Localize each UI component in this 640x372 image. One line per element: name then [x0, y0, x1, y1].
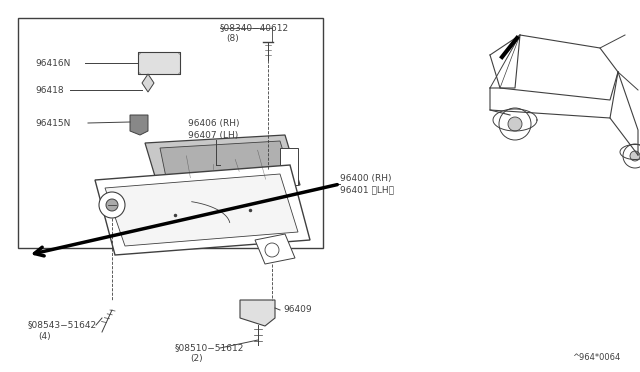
Polygon shape: [160, 141, 292, 187]
Text: (4): (4): [38, 333, 51, 341]
Text: 96409: 96409: [283, 305, 312, 314]
Text: (2): (2): [190, 353, 203, 362]
Text: ^964*0064: ^964*0064: [572, 353, 620, 362]
Circle shape: [630, 151, 640, 161]
Polygon shape: [255, 234, 295, 264]
Circle shape: [106, 199, 118, 211]
Polygon shape: [240, 300, 275, 326]
Circle shape: [99, 192, 125, 218]
Polygon shape: [130, 115, 148, 135]
Text: 96415N: 96415N: [35, 119, 70, 128]
Polygon shape: [280, 148, 298, 185]
Text: §08543−51642: §08543−51642: [28, 321, 97, 330]
Text: §08340−40612: §08340−40612: [220, 23, 289, 32]
Text: (8): (8): [226, 33, 239, 42]
Text: 96401 〈LH〉: 96401 〈LH〉: [340, 186, 394, 195]
Polygon shape: [142, 74, 154, 92]
Text: 96406 (RH): 96406 (RH): [188, 119, 239, 128]
Polygon shape: [95, 165, 310, 255]
Text: 96400 (RH): 96400 (RH): [340, 173, 392, 183]
Text: §08510−51612: §08510−51612: [175, 343, 244, 353]
Polygon shape: [105, 174, 298, 246]
Polygon shape: [145, 135, 300, 193]
Circle shape: [508, 117, 522, 131]
Text: 96418: 96418: [35, 86, 63, 94]
Circle shape: [265, 243, 279, 257]
Bar: [18, 18, 323, 248]
Text: 96416N: 96416N: [35, 58, 70, 67]
Text: 96407 (LH): 96407 (LH): [188, 131, 238, 140]
Circle shape: [623, 144, 640, 168]
Circle shape: [499, 108, 531, 140]
Bar: [138, 52, 180, 74]
